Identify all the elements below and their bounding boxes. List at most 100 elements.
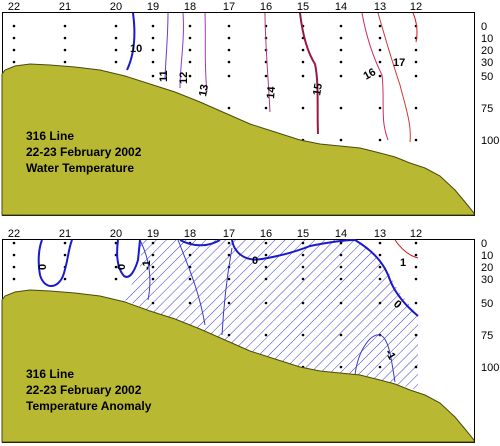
sample-point (414, 106, 418, 110)
sample-point (12, 60, 16, 64)
sample-point (188, 48, 192, 52)
sample-point (63, 48, 67, 52)
anomaly-label-zero-mid: 0 (116, 264, 128, 270)
station-tick-12: 12 (410, 228, 422, 240)
sample-point (63, 277, 67, 281)
sample-point (63, 253, 67, 257)
sample-point (227, 277, 231, 281)
sample-point (188, 60, 192, 64)
sample-point (301, 48, 305, 52)
sample-point (188, 36, 192, 40)
zero-contour-top (179, 239, 356, 261)
sample-point (12, 24, 16, 28)
sample-point (188, 24, 192, 28)
isotherm-14 (264, 12, 271, 113)
anomaly-label-minus-one-a: -1 (141, 260, 153, 270)
sample-point (264, 106, 268, 110)
sample-point (151, 24, 155, 28)
sample-point (114, 48, 118, 52)
station-tick-18: 18 (184, 228, 196, 240)
station-tick-19: 19 (147, 228, 159, 240)
sample-point (339, 265, 343, 269)
sample-point (378, 36, 382, 40)
station-tick-14: 14 (335, 228, 347, 240)
caption-line-2: 22-23 February 2002 (26, 383, 142, 397)
sample-point (414, 301, 418, 305)
sample-point (414, 60, 418, 64)
sample-point (339, 333, 343, 337)
sample-point (227, 333, 231, 337)
sample-point (378, 301, 382, 305)
sample-point (339, 277, 343, 281)
negative-anomaly-region (125, 240, 418, 390)
anomaly-label-zero-left: 0 (37, 264, 49, 270)
sample-point (188, 301, 192, 305)
isotherm-10 (126, 12, 136, 71)
sample-point (12, 277, 16, 281)
sample-point (339, 106, 343, 110)
sample-point (227, 60, 231, 64)
sample-point (227, 48, 231, 52)
sample-point (378, 106, 382, 110)
sample-point (301, 106, 305, 110)
sample-point (188, 265, 192, 269)
station-tick-17: 17 (223, 1, 235, 13)
sample-point (378, 253, 382, 257)
sample-point (188, 253, 192, 257)
depth-tick-100: 100 (481, 362, 499, 374)
sample-point (264, 277, 268, 281)
sample-point (378, 138, 382, 142)
sample-point (264, 265, 268, 269)
depth-tick-10: 10 (481, 250, 493, 262)
caption-line-2: 22-23 February 2002 (26, 145, 142, 159)
depth-tick-75: 75 (481, 330, 493, 342)
sample-point (301, 74, 305, 78)
depth-tick-20: 20 (481, 262, 493, 274)
sample-point (378, 365, 382, 369)
sample-point (339, 365, 343, 369)
isotherm-12 (179, 12, 184, 89)
sample-point (114, 277, 118, 281)
sample-point (301, 333, 305, 337)
minus-one-contour-a (139, 239, 151, 301)
sample-point (227, 36, 231, 40)
sample-point (264, 301, 268, 305)
sample-point (227, 106, 231, 110)
sample-point (414, 241, 418, 245)
sample-point (114, 60, 118, 64)
sample-point (339, 301, 343, 305)
depth-tick-0: 0 (481, 21, 487, 33)
station-tick-13: 13 (374, 1, 386, 13)
minus-one-contour-d (354, 334, 396, 383)
station-tick-21: 21 (59, 228, 71, 240)
sample-point (227, 24, 231, 28)
sample-point (227, 241, 231, 245)
sample-point (151, 48, 155, 52)
depth-tick-10: 10 (481, 33, 493, 45)
station-tick-17: 17 (223, 228, 235, 240)
depth-tick-30: 30 (481, 274, 493, 286)
station-tick-16: 16 (260, 1, 272, 13)
sample-point (378, 241, 382, 245)
sample-point (151, 36, 155, 40)
contour-label-14: 14 (265, 85, 278, 99)
depth-tick-0: 0 (481, 238, 487, 250)
isotherm-17 (377, 12, 411, 143)
depth-tick-75: 75 (481, 103, 493, 115)
sample-point (414, 365, 418, 369)
sample-point (63, 36, 67, 40)
isotherm-15 (299, 12, 319, 135)
station-tick-15: 15 (297, 1, 309, 13)
sample-point (339, 60, 343, 64)
sample-point (264, 241, 268, 245)
sample-point (414, 265, 418, 269)
isotherm-13 (204, 12, 208, 93)
sample-point (63, 60, 67, 64)
plus-one-contour (394, 239, 419, 259)
isotherm-lines (126, 12, 418, 143)
station-tick-21: 21 (59, 1, 71, 13)
sample-point (151, 74, 155, 78)
contour-label-17: 17 (393, 57, 405, 69)
sample-point (12, 265, 16, 269)
